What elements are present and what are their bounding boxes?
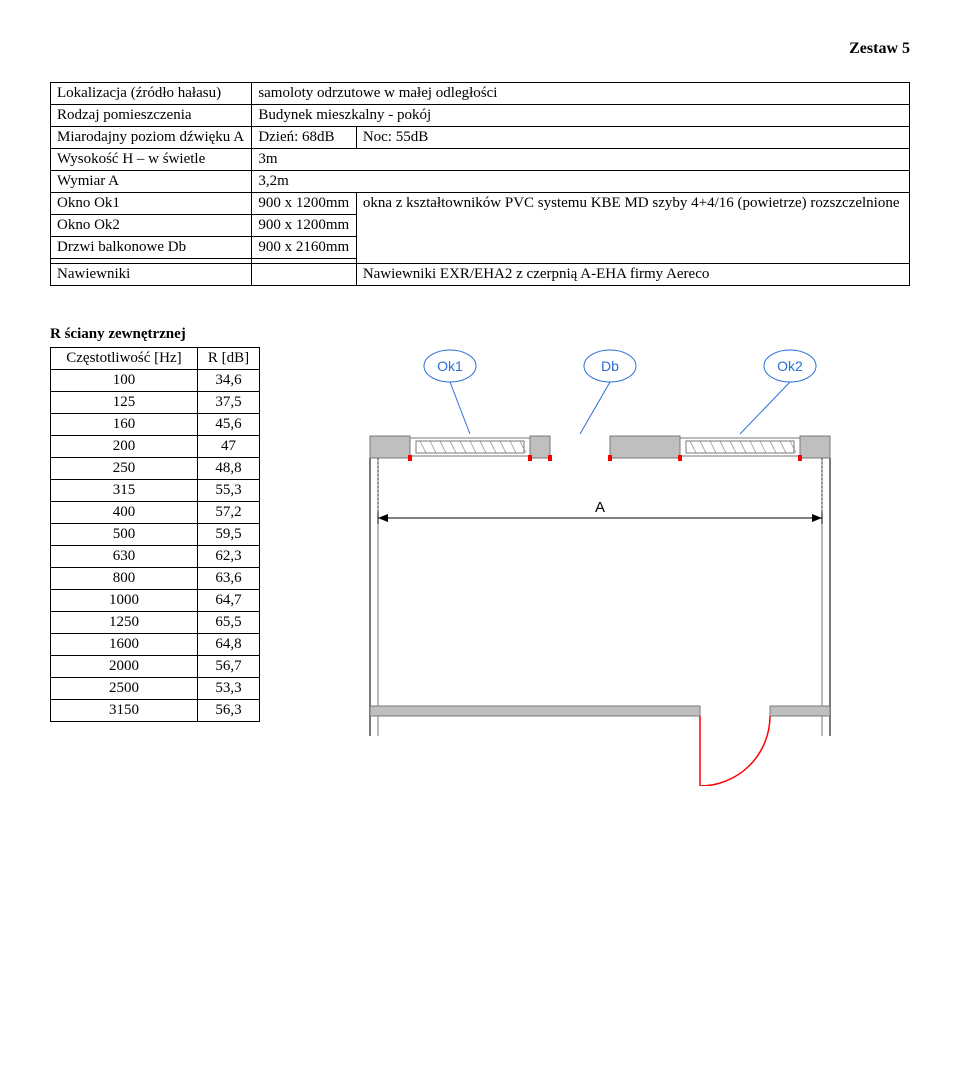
spec-label: Wysokość H – w świetle xyxy=(51,149,252,171)
freq-col-db: R [dB] xyxy=(197,348,259,370)
spec-label: Drzwi balkonowe Db xyxy=(51,237,252,259)
spec-label: Okno Ok2 xyxy=(51,215,252,237)
spec-table: Lokalizacja (źródło hałasu) samoloty odr… xyxy=(50,82,910,286)
spec-label: Lokalizacja (źródło hałasu) xyxy=(51,83,252,105)
spec-vent-value: Nawiewniki EXR/EHA2 z czerpnią A-EHA fir… xyxy=(356,264,909,286)
table-row: Miarodajny poziom dźwięku A Dzień: 68dB … xyxy=(51,127,910,149)
freq-hz: 1000 xyxy=(51,590,198,612)
freq-title: R ściany zewnętrznej xyxy=(50,326,260,343)
table-row: 250053,3 xyxy=(51,678,260,700)
freq-db: 56,3 xyxy=(197,700,259,722)
spec-label: Okno Ok1 xyxy=(51,193,252,215)
freq-db: 57,2 xyxy=(197,502,259,524)
spec-value: 900 x 1200mm xyxy=(252,193,357,215)
table-row: 200056,7 xyxy=(51,656,260,678)
freq-col-hz: Częstotliwość [Hz] xyxy=(51,348,198,370)
freq-hz: 200 xyxy=(51,436,198,458)
spec-label: Rodzaj pomieszczenia xyxy=(51,105,252,127)
freq-db: 55,3 xyxy=(197,480,259,502)
spec-label: Wymiar A xyxy=(51,171,252,193)
freq-db: 45,6 xyxy=(197,414,259,436)
freq-hz: 1600 xyxy=(51,634,198,656)
plan-diagram: Ok1 Db Ok2 A xyxy=(290,326,910,786)
freq-db: 64,8 xyxy=(197,634,259,656)
freq-db: 56,7 xyxy=(197,656,259,678)
svg-text:Ok1: Ok1 xyxy=(437,358,463,374)
spec-value: Budynek mieszkalny - pokój xyxy=(252,105,910,127)
spec-label: Nawiewniki xyxy=(51,264,252,286)
table-row: Okno Ok1 900 x 1200mm okna z kształtowni… xyxy=(51,193,910,215)
svg-text:A: A xyxy=(595,499,605,516)
table-row: Nawiewniki Nawiewniki EXR/EHA2 z czerpni… xyxy=(51,264,910,286)
spec-value-day: Dzień: 68dB xyxy=(252,127,357,149)
spec-value: 3m xyxy=(252,149,910,171)
freq-hz: 800 xyxy=(51,568,198,590)
spec-value xyxy=(252,264,357,286)
freq-hz: 250 xyxy=(51,458,198,480)
svg-text:Db: Db xyxy=(601,358,619,374)
table-row: 125065,5 xyxy=(51,612,260,634)
table-row: 16045,6 xyxy=(51,414,260,436)
freq-hz: 2000 xyxy=(51,656,198,678)
table-row: 50059,5 xyxy=(51,524,260,546)
table-row: 31555,3 xyxy=(51,480,260,502)
freq-hz: 2500 xyxy=(51,678,198,700)
freq-hz: 400 xyxy=(51,502,198,524)
table-row: 315056,3 xyxy=(51,700,260,722)
spec-window-desc: okna z kształtowników PVC systemu KBE MD… xyxy=(356,193,909,264)
table-row: Rodzaj pomieszczenia Budynek mieszkalny … xyxy=(51,105,910,127)
freq-db: 64,7 xyxy=(197,590,259,612)
svg-text:Ok2: Ok2 xyxy=(777,358,803,374)
table-row: Wysokość H – w świetle 3m xyxy=(51,149,910,171)
freq-hz: 160 xyxy=(51,414,198,436)
page-title: Zestaw 5 xyxy=(50,40,910,58)
freq-db: 53,3 xyxy=(197,678,259,700)
freq-db: 47 xyxy=(197,436,259,458)
freq-hz: 500 xyxy=(51,524,198,546)
table-row: 40057,2 xyxy=(51,502,260,524)
freq-db: 65,5 xyxy=(197,612,259,634)
table-row: 160064,8 xyxy=(51,634,260,656)
freq-hz: 100 xyxy=(51,370,198,392)
table-row: 20047 xyxy=(51,436,260,458)
freq-db: 37,5 xyxy=(197,392,259,414)
freq-hz: 3150 xyxy=(51,700,198,722)
table-row: Lokalizacja (źródło hałasu) samoloty odr… xyxy=(51,83,910,105)
freq-block: R ściany zewnętrznej Częstotliwość [Hz] … xyxy=(50,326,260,722)
freq-hz: 125 xyxy=(51,392,198,414)
spec-label: Miarodajny poziom dźwięku A xyxy=(51,127,252,149)
spec-value: 3,2m xyxy=(252,171,910,193)
table-row: 10034,6 xyxy=(51,370,260,392)
freq-hz: 630 xyxy=(51,546,198,568)
freq-db: 48,8 xyxy=(197,458,259,480)
spec-value: samoloty odrzutowe w małej odległości xyxy=(252,83,910,105)
freq-db: 34,6 xyxy=(197,370,259,392)
table-row: 80063,6 xyxy=(51,568,260,590)
table-row: 12537,5 xyxy=(51,392,260,414)
freq-hz: 1250 xyxy=(51,612,198,634)
freq-db: 62,3 xyxy=(197,546,259,568)
freq-table: Częstotliwość [Hz] R [dB] 10034,612537,5… xyxy=(50,347,260,722)
spec-value: 900 x 1200mm xyxy=(252,215,357,237)
freq-db: 59,5 xyxy=(197,524,259,546)
spec-value-night: Noc: 55dB xyxy=(356,127,909,149)
freq-hz: 315 xyxy=(51,480,198,502)
table-row: 25048,8 xyxy=(51,458,260,480)
table-row: 63062,3 xyxy=(51,546,260,568)
freq-db: 63,6 xyxy=(197,568,259,590)
spec-value: 900 x 2160mm xyxy=(252,237,357,259)
table-row: Wymiar A 3,2m xyxy=(51,171,910,193)
table-row: 100064,7 xyxy=(51,590,260,612)
